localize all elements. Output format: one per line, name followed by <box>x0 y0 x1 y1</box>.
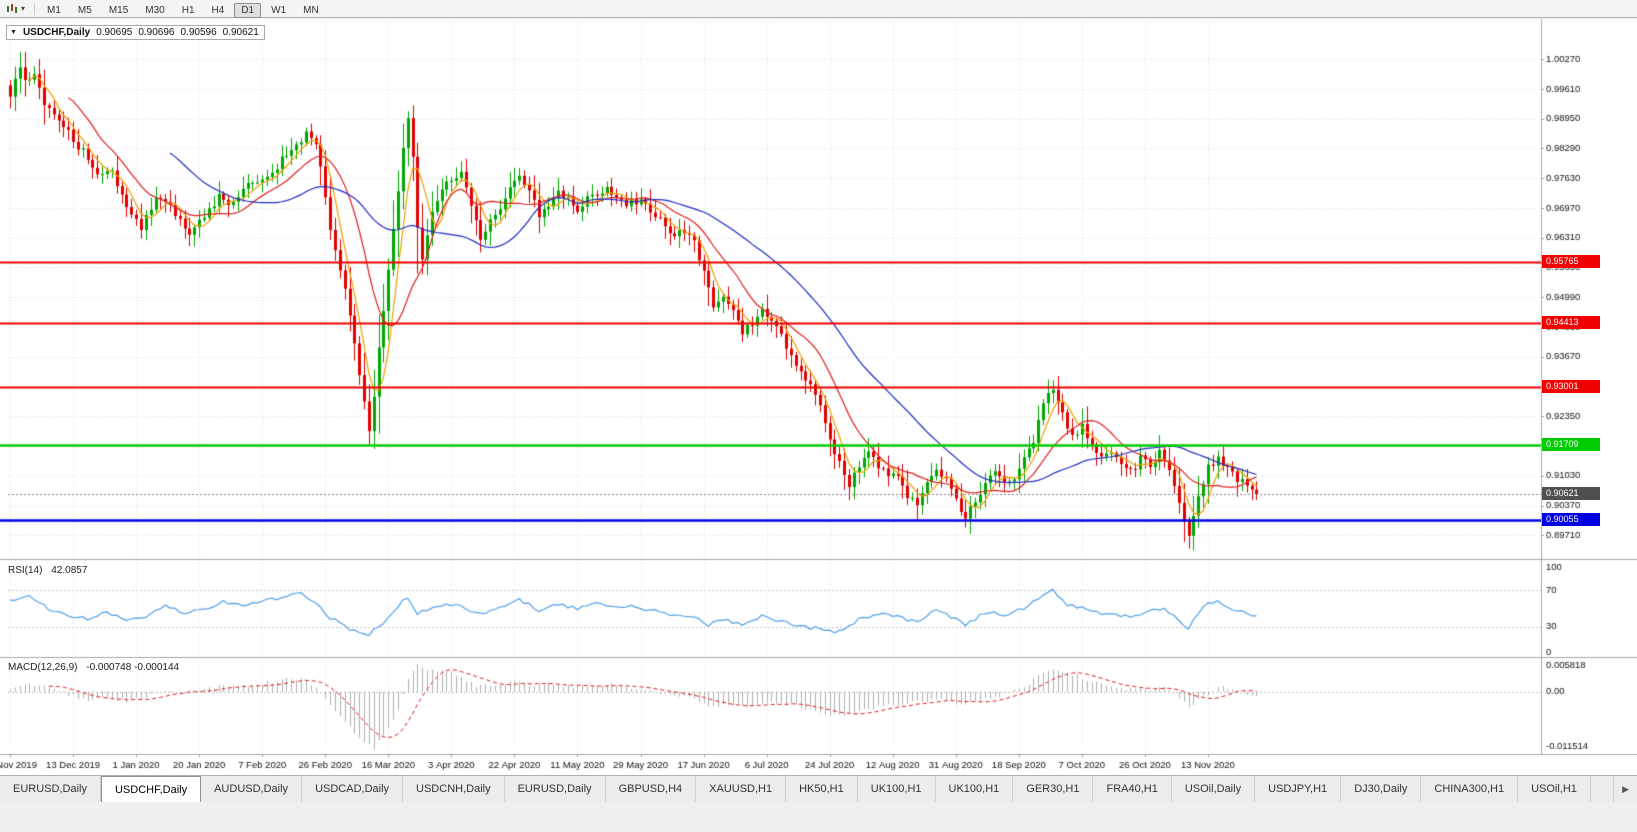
period-button-MN[interactable]: MN <box>303 4 319 16</box>
timeframe-toolbar: ▾ M1 M5 M15 M30 H1 H4 D1 W1 MN <box>0 0 1637 18</box>
tab-scroll-right-icon[interactable]: ▶ <box>1613 776 1637 802</box>
chart-tab[interactable]: GER30,H1 <box>1013 776 1094 802</box>
period-button-M5[interactable]: M5 <box>77 4 92 16</box>
period-button-group: M1 M5 M15 M30 H1 H4 D1 W1 MN <box>40 0 329 18</box>
period-button-H4[interactable]: H4 <box>211 4 225 16</box>
chart-type-icon[interactable] <box>4 2 20 16</box>
toolbar-separator <box>34 2 36 15</box>
chart-area: ▼ USDCHF,Daily 0.90695 0.90696 0.90596 0… <box>0 0 1637 775</box>
chart-canvas[interactable] <box>0 0 1637 775</box>
chart-type-dropdown-icon[interactable]: ▾ <box>21 4 26 13</box>
chart-tab[interactable]: USDCNH,Daily <box>403 776 505 802</box>
symbol-label: USDCHF,Daily <box>22 27 91 38</box>
chart-tab[interactable]: XAUUSD,H1 <box>696 776 787 802</box>
chart-tab[interactable]: GBPUSD,H4 <box>605 776 697 802</box>
chart-tabs: EURUSD,Daily USDCHF,Daily AUDUSD,Daily USDC… <box>0 776 1591 802</box>
chart-tab[interactable]: EURUSD,Daily <box>504 776 606 802</box>
high-value: 0.90696 <box>138 27 175 38</box>
symbol-ohlc-panel: ▼ USDCHF,Daily 0.90695 0.90696 0.90596 0… <box>6 25 265 40</box>
chart-tab[interactable]: UK100,H1 <box>935 776 1014 802</box>
chart-tab[interactable]: UK100,H1 <box>857 776 936 802</box>
chart-tab[interactable]: EURUSD,Daily <box>0 776 101 802</box>
period-button-M1[interactable]: M1 <box>47 4 61 16</box>
chart-tab[interactable]: HK50,H1 <box>786 776 858 802</box>
close-value: 0.90621 <box>222 27 259 38</box>
candlestick-glyph <box>7 3 17 13</box>
chart-tab-bar: EURUSD,Daily USDCHF,Daily AUDUSD,Daily USDC… <box>0 775 1637 802</box>
chart-tab[interactable]: USOil,Daily <box>1171 776 1256 802</box>
chart-tab[interactable]: USOil,H1 <box>1518 776 1591 802</box>
chart-tab[interactable]: USDJPY,H1 <box>1255 776 1342 802</box>
period-button-D1[interactable]: D1 <box>234 2 262 18</box>
chart-tab[interactable]: USDCHF,Daily <box>100 776 202 802</box>
period-button-H1[interactable]: H1 <box>181 4 195 16</box>
chart-tab[interactable]: FRA40,H1 <box>1093 776 1172 802</box>
period-button-M15[interactable]: M15 <box>108 4 129 16</box>
collapse-icon[interactable]: ▼ <box>10 29 17 36</box>
period-button-W1[interactable]: W1 <box>271 4 287 16</box>
chart-tab[interactable]: USDCAD,Daily <box>302 776 404 802</box>
period-button-M30[interactable]: M30 <box>145 4 165 16</box>
low-value: 0.90596 <box>180 27 217 38</box>
chart-tab[interactable]: AUDUSD,Daily <box>201 776 303 802</box>
chart-tab[interactable]: CHINA300,H1 <box>1421 776 1519 802</box>
chart-tab[interactable]: DJ30,Daily <box>1341 776 1422 802</box>
open-value: 0.90695 <box>96 27 133 38</box>
